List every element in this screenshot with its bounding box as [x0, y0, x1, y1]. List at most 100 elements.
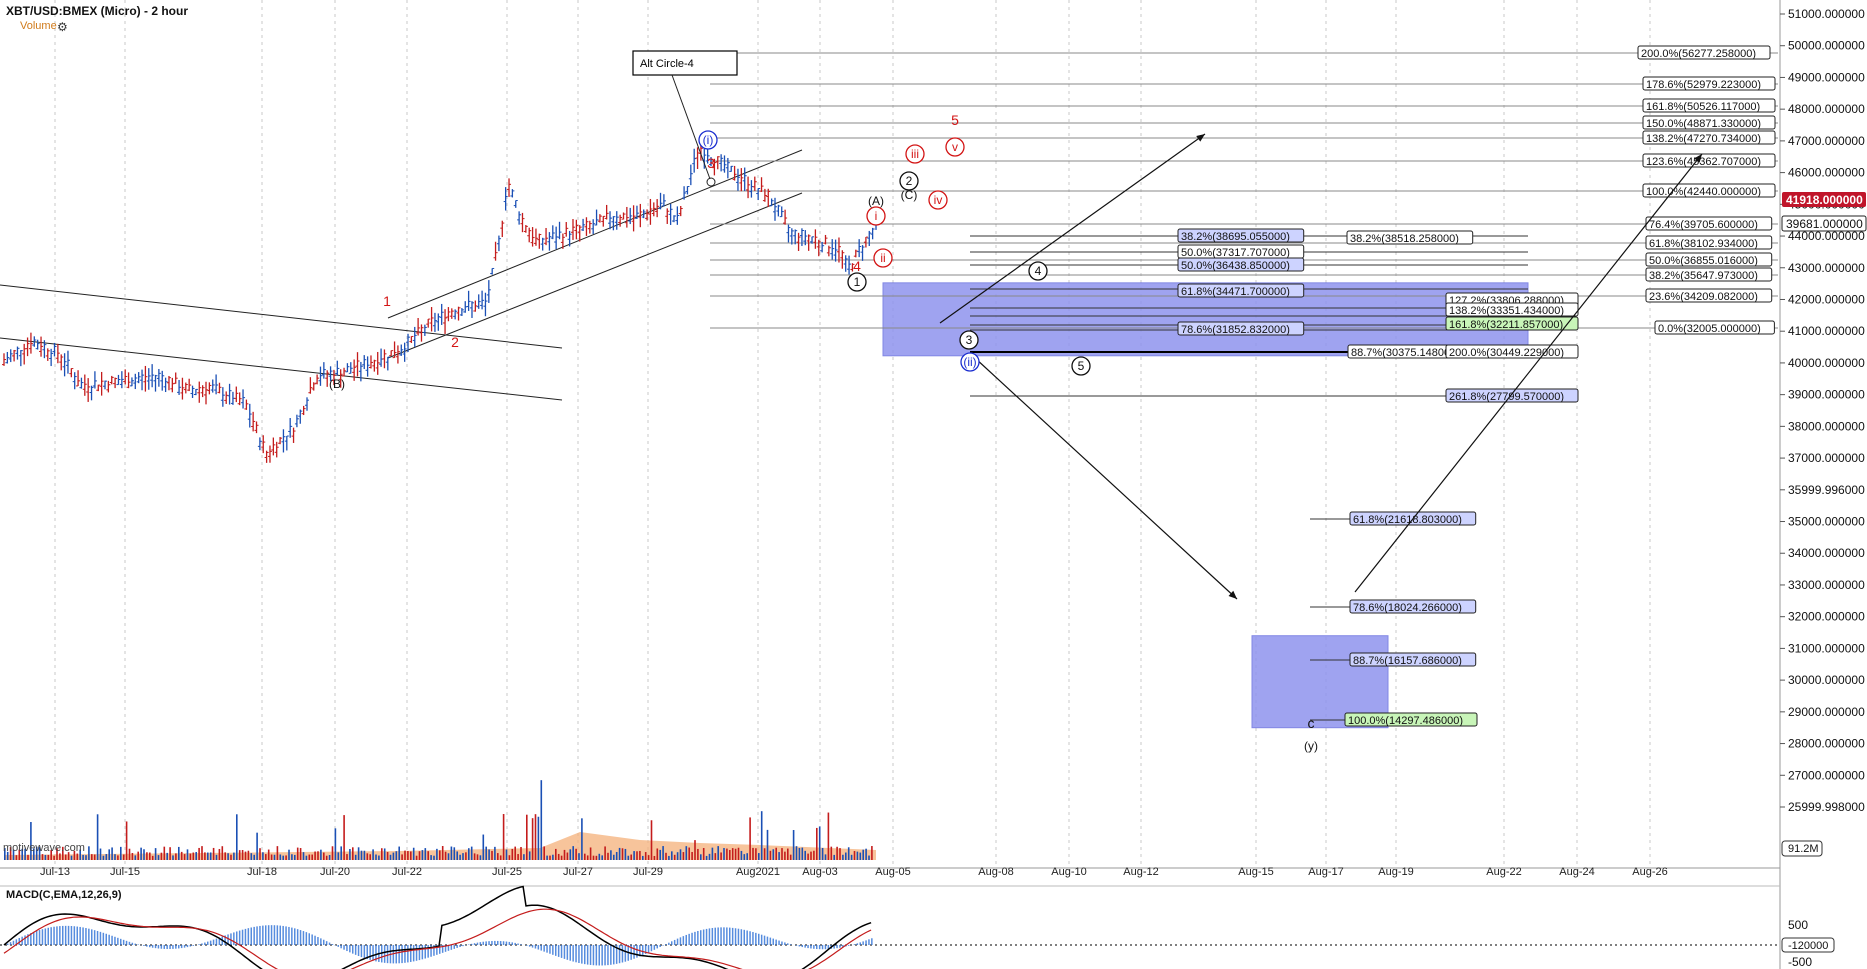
- volume-bar: [787, 848, 789, 860]
- volume-bar: [372, 849, 374, 860]
- macd-histogram-bar: [149, 945, 151, 948]
- volume-bar: [93, 854, 96, 860]
- macd-histogram-bar: [102, 932, 105, 945]
- volume-bar: [528, 851, 531, 860]
- fib-label: 50.0%(37317.707000): [1181, 247, 1290, 259]
- volume-bar: [534, 814, 537, 860]
- fib-label-box: [1445, 344, 1579, 359]
- fib-label: 50.0%(36855.016000): [1649, 255, 1758, 267]
- x-tick-label: Aug-26: [1632, 866, 1667, 878]
- macd-histogram-bar: [117, 937, 119, 945]
- macd-histogram-bar: [33, 931, 35, 945]
- volume-bar: [302, 852, 305, 860]
- volume-bar: [604, 846, 606, 860]
- volume-bar: [830, 846, 833, 860]
- volume-bar: [195, 852, 197, 860]
- macd-histogram-bar: [613, 945, 615, 965]
- volume-bar: [868, 855, 870, 860]
- volume-bar: [778, 852, 780, 860]
- macd-histogram-bar: [833, 945, 835, 949]
- volume-bar: [723, 848, 725, 860]
- fib-label-box: [1645, 288, 1773, 303]
- macd-histogram-bar: [691, 932, 693, 945]
- wave-label: 5: [951, 112, 959, 128]
- volume-bar: [688, 847, 690, 860]
- volume-bar: [294, 854, 296, 860]
- macd-histogram-bar: [282, 925, 284, 945]
- macd-histogram-bar: [143, 945, 145, 946]
- volume-bar: [256, 832, 258, 860]
- volume-bar: [697, 848, 699, 860]
- volume-bar: [656, 848, 659, 860]
- macd-histogram-bar: [311, 934, 313, 945]
- fib-label-box: [1445, 316, 1579, 331]
- macd-histogram-bar: [421, 945, 424, 960]
- macd-histogram-bar: [459, 945, 461, 948]
- macd-histogram-bar: [569, 945, 571, 961]
- volume-bar: [459, 854, 461, 860]
- macd-histogram-bar: [270, 925, 273, 945]
- macd-histogram-bar: [114, 936, 116, 945]
- macd-histogram-bar: [795, 945, 798, 946]
- volume-bar: [209, 852, 212, 860]
- volume-axis-label: 91.2M: [1788, 843, 1819, 855]
- volume-bar: [627, 855, 630, 860]
- macd-histogram-bar: [479, 942, 482, 945]
- macd-histogram-bar: [668, 942, 670, 945]
- projection-arrow-recovery-head: [1694, 154, 1702, 163]
- chart-title: XBT/USD:BMEX (Micro) - 2 hour: [6, 4, 188, 18]
- macd-histogram-bar: [847, 945, 850, 946]
- y-tick-label: 34000.000000: [1788, 546, 1865, 560]
- fib-label-box: [1637, 45, 1771, 60]
- volume-bar: [175, 853, 177, 860]
- volume-bar: [595, 855, 598, 860]
- macd-histogram-bar: [517, 943, 519, 945]
- volume-bar: [117, 855, 119, 860]
- volume-bar: [369, 854, 371, 860]
- volume-bar: [485, 846, 487, 860]
- volume-bar: [64, 854, 67, 860]
- volume-bar: [15, 855, 18, 860]
- macd-histogram-bar: [676, 938, 679, 945]
- volume-bar: [340, 846, 342, 860]
- macd-histogram-bar: [601, 945, 603, 966]
- macd-histogram-bar: [53, 926, 55, 945]
- macd-histogram-bar: [656, 945, 658, 949]
- macd-histogram-bar: [775, 939, 777, 945]
- volume-bar: [836, 846, 838, 860]
- macd-histogram-bar: [636, 945, 638, 958]
- macd-histogram-bar: [502, 941, 505, 945]
- y-tick-label: 50000.000000: [1788, 39, 1865, 53]
- volume-bar: [871, 846, 873, 860]
- volume-bar: [12, 849, 15, 860]
- volume-bar: [685, 846, 688, 860]
- macd-histogram-bar: [595, 945, 598, 966]
- macd-histogram-bar: [673, 939, 676, 945]
- fib-label-box: [1177, 257, 1305, 272]
- fib-label: 61.8%(34471.700000): [1181, 286, 1290, 298]
- macd-histogram-bar: [430, 945, 432, 957]
- volume-bar: [743, 854, 746, 860]
- macd-histogram-bar: [441, 945, 444, 953]
- macd-histogram-bar: [604, 945, 606, 966]
- volume-bar: [499, 855, 502, 860]
- fib-label: 150.0%(48871.330000): [1646, 118, 1761, 130]
- macd-histogram-bar: [470, 943, 473, 945]
- volume-bar: [456, 851, 458, 860]
- macd-histogram-bar: [607, 945, 609, 966]
- gear-icon[interactable]: ⚙: [57, 20, 68, 34]
- wave-label: 4: [1035, 264, 1042, 278]
- macd-histogram-bar: [349, 945, 351, 953]
- volume-bar: [70, 855, 73, 860]
- macd-histogram-bar: [723, 927, 725, 945]
- volume-bar: [488, 849, 490, 860]
- volume-bar: [233, 852, 235, 860]
- volume-bar: [270, 854, 273, 860]
- volume-bar: [482, 834, 485, 860]
- wave-label-circle: [847, 272, 867, 292]
- volume-bar: [180, 851, 183, 860]
- volume-bar: [618, 847, 621, 860]
- volume-bar: [598, 853, 601, 860]
- macd-histogram-bar: [816, 945, 818, 950]
